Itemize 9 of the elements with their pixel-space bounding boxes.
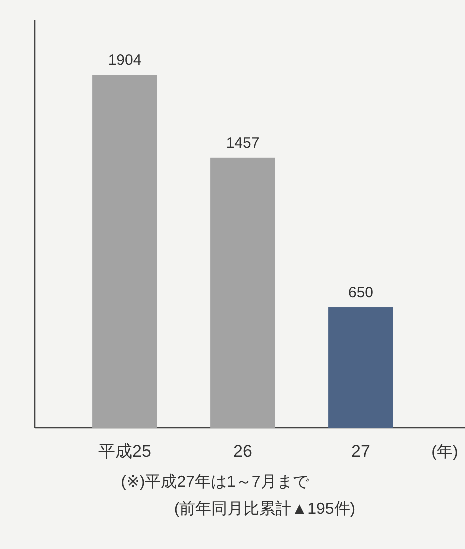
- data-label: 650: [348, 284, 374, 302]
- x-tick-label: 平成25: [98, 442, 152, 461]
- x-axis-title: (年): [432, 444, 458, 461]
- x-tick-label: 26: [234, 442, 252, 461]
- data-label: 1904: [108, 52, 142, 70]
- annotation: (※)平成27年は1～7月まで: [121, 474, 309, 491]
- data-label: 1457: [226, 134, 260, 152]
- annotation: (前年同月比累計▲195件): [174, 501, 356, 518]
- x-tick-label: 27: [352, 442, 370, 461]
